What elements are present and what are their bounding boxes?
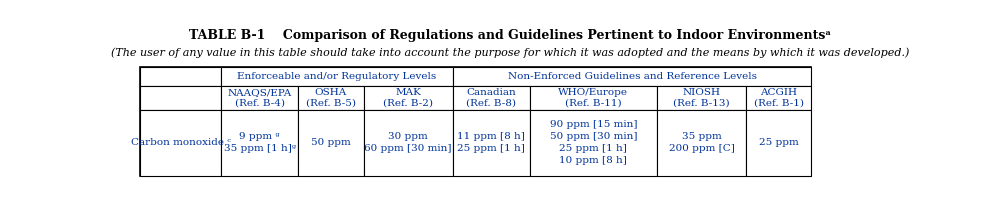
Text: WHO/Europe
(Ref. B-11): WHO/Europe (Ref. B-11) [559,88,628,107]
Bar [746,110,812,176]
Text: 25 ppm: 25 ppm [759,138,799,147]
Text: 9 ppm ᵍ
35 ppm [1 h]ᵍ: 9 ppm ᵍ 35 ppm [1 h]ᵍ [223,132,296,153]
Bar [452,110,530,176]
Bar [298,110,364,176]
Bar [530,110,657,176]
Text: Enforceable and/or Regulatory Levels: Enforceable and/or Regulatory Levels [237,72,436,81]
Text: 30 ppm
60 ppm [30 min]: 30 ppm 60 ppm [30 min] [365,132,452,153]
Bar [139,86,221,110]
Text: 35 ppm
200 ppm [C]: 35 ppm 200 ppm [C] [668,132,734,153]
Text: NAAQS/EPA
(Ref. B-4): NAAQS/EPA (Ref. B-4) [227,88,292,107]
Bar [530,86,657,110]
Bar [221,86,298,110]
Text: ACGIH
(Ref. B-1): ACGIH (Ref. B-1) [754,88,804,107]
Bar [657,110,746,176]
Bar [452,86,530,110]
Text: 50 ppm: 50 ppm [311,138,351,147]
Bar [139,110,221,176]
Text: Non-Enforced Guidelines and Reference Levels: Non-Enforced Guidelines and Reference Le… [508,72,757,81]
Text: 90 ppm [15 min]
50 ppm [30 min]
25 ppm [1 h]
10 ppm [8 h]: 90 ppm [15 min] 50 ppm [30 min] 25 ppm [… [550,120,637,165]
Bar [452,67,812,86]
Bar [139,67,221,86]
Text: TABLE B-1    Comparison of Regulations and Guidelines Pertinent to Indoor Enviro: TABLE B-1 Comparison of Regulations and … [189,29,832,42]
Bar [221,67,452,86]
Bar [657,86,746,110]
Text: Carbon monoxide ᶜ: Carbon monoxide ᶜ [130,138,230,147]
Text: 11 ppm [8 h]
25 ppm [1 h]: 11 ppm [8 h] 25 ppm [1 h] [457,132,525,153]
Bar [364,110,452,176]
Text: MAK
(Ref. B-2): MAK (Ref. B-2) [383,88,433,107]
Bar [221,110,298,176]
Text: (The user of any value in this table should take into account the purpose for wh: (The user of any value in this table sho… [112,47,909,58]
Bar [746,86,812,110]
Text: OSHA
(Ref. B-5): OSHA (Ref. B-5) [306,88,356,107]
Bar [298,86,364,110]
Bar [364,86,452,110]
Text: Canadian
(Ref. B-8): Canadian (Ref. B-8) [466,88,516,107]
Bar [139,67,812,176]
Text: NIOSH
(Ref. B-13): NIOSH (Ref. B-13) [673,88,730,107]
